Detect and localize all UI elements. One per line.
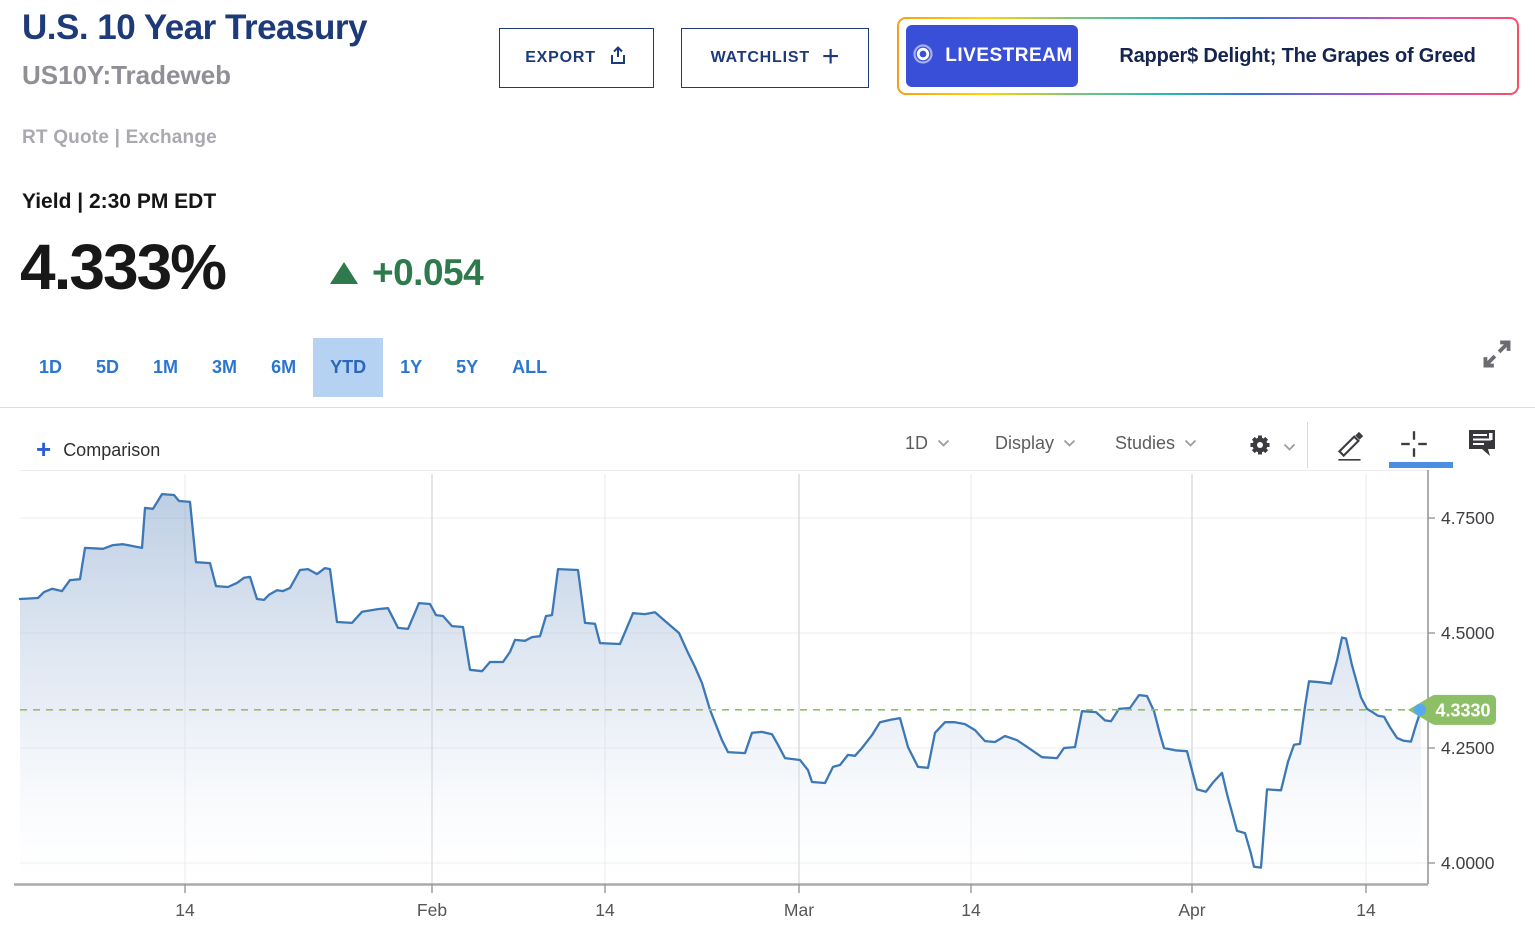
- export-button-label: EXPORT: [525, 49, 596, 66]
- x-tick-label: Apr: [1178, 900, 1205, 920]
- y-tick-label: 4.7500: [1441, 508, 1495, 528]
- x-tick-label: Mar: [784, 900, 814, 920]
- x-tick-label: 14: [1356, 900, 1376, 920]
- tab-6m[interactable]: 6M: [271, 357, 297, 377]
- livestream-banner-inner: LIVESTREAM Rapper$ Delight; The Grapes o…: [899, 19, 1517, 93]
- plus-icon: +: [36, 434, 52, 464]
- watchlist-button-label: WATCHLIST: [710, 49, 810, 66]
- tab-all[interactable]: ALL: [512, 357, 548, 377]
- yield-line: [18, 492, 1423, 869]
- record-icon: [911, 42, 935, 71]
- export-icon: [608, 45, 628, 71]
- y-tick-label: 4.5000: [1441, 623, 1495, 643]
- tab-5d[interactable]: 5D: [96, 357, 120, 377]
- last-price-label: 4.3330: [1435, 700, 1490, 720]
- toolbar-divider: [1307, 422, 1308, 468]
- y-tick-label: 4.2500: [1441, 738, 1495, 758]
- current-yield-value: 4.333%: [20, 231, 227, 303]
- tabs-divider: [0, 407, 1535, 408]
- livestream-button[interactable]: LIVESTREAM: [906, 25, 1078, 87]
- last-price-dot: [1414, 703, 1426, 716]
- page-title: U.S. 10 Year Treasury: [22, 8, 367, 47]
- yield-area: [20, 494, 1421, 884]
- chevron-down-icon: [1283, 439, 1296, 457]
- yield-time-label: Yield | 2:30 PM EDT: [22, 190, 217, 213]
- draw-tool-icon[interactable]: [1332, 425, 1368, 468]
- chart-settings-dropdown[interactable]: [1243, 428, 1296, 467]
- tab-1y[interactable]: 1Y: [400, 357, 423, 377]
- gear-icon: [1243, 428, 1277, 467]
- watchlist-button[interactable]: WATCHLIST +: [681, 28, 869, 88]
- livestream-title: Rapper$ Delight; The Grapes of Greed: [1119, 44, 1476, 67]
- chevron-down-icon: [1063, 435, 1076, 453]
- studies-dropdown[interactable]: Studies: [1115, 433, 1197, 454]
- active-tool-indicator: [1389, 462, 1453, 468]
- plus-icon: +: [821, 39, 840, 73]
- up-arrow-icon: [330, 262, 358, 284]
- interval-dropdown-label: 1D: [905, 433, 929, 453]
- y-tick-label: 4.0000: [1441, 853, 1495, 873]
- display-dropdown[interactable]: Display: [995, 433, 1076, 454]
- range-tabs: 1D 5D 1M 3M 6M YTD 1Y 5Y ALL: [22, 338, 564, 397]
- quote-source-label: RT Quote | Exchange: [22, 127, 217, 148]
- livestream-banner[interactable]: LIVESTREAM Rapper$ Delight; The Grapes o…: [897, 17, 1519, 95]
- tab-1d[interactable]: 1D: [39, 357, 63, 377]
- change-indicator: +0.054: [330, 252, 484, 294]
- display-dropdown-label: Display: [995, 433, 1055, 453]
- x-tick-label: 14: [595, 900, 615, 920]
- tab-5y[interactable]: 5Y: [456, 357, 479, 377]
- x-tick-label: Feb: [417, 900, 447, 920]
- interval-dropdown[interactable]: 1D: [905, 433, 950, 454]
- last-price-badge: 4.3330: [1408, 694, 1496, 725]
- studies-dropdown-label: Studies: [1115, 433, 1176, 453]
- export-button[interactable]: EXPORT: [499, 28, 654, 88]
- livestream-button-label: LIVESTREAM: [945, 45, 1073, 66]
- comparison-label: Comparison: [63, 439, 161, 460]
- comment-tool-icon[interactable]: [1466, 427, 1498, 462]
- symbol-label: US10Y:Tradeweb: [22, 60, 232, 90]
- tab-3m[interactable]: 3M: [212, 357, 238, 377]
- change-value: +0.054: [372, 252, 484, 293]
- crosshair-tool-icon[interactable]: [1398, 428, 1430, 465]
- tab-ytd[interactable]: YTD: [313, 338, 384, 397]
- chevron-down-icon: [937, 435, 950, 453]
- x-tick-label: 14: [175, 900, 195, 920]
- tab-1m[interactable]: 1M: [153, 357, 179, 377]
- yield-chart-svg: 4.7500 4.5000 4.2500 4.0000 14 Feb 14 Mar 14 Apr 1…: [14, 470, 1496, 920]
- x-tick-label: 14: [961, 900, 981, 920]
- yield-chart[interactable]: 4.7500 4.5000 4.2500 4.0000 14 Feb 14 Mar 14 Apr 1…: [0, 470, 1535, 941]
- expand-chart-icon[interactable]: [1477, 334, 1517, 374]
- chevron-down-icon: [1184, 435, 1197, 453]
- add-comparison-button[interactable]: + Comparison: [36, 434, 161, 464]
